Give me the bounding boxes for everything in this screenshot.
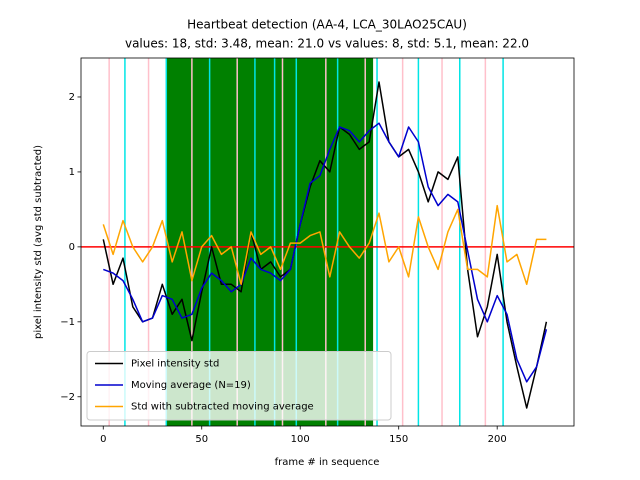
- y-tick-label: 0: [69, 242, 75, 253]
- x-tick-label: 100: [291, 434, 310, 445]
- legend-label: Std with subtracted moving average: [131, 402, 314, 413]
- y-tick-label: 2: [69, 92, 75, 103]
- x-tick-label: 0: [100, 434, 106, 445]
- series-line: [102, 81, 548, 409]
- chart-subtitle: values: 18, std: 3.48, mean: 21.0 vs val…: [125, 37, 529, 51]
- y-axis-label: pixel intensity std (avg std subtracted): [33, 145, 44, 339]
- x-tick-label: 200: [488, 434, 507, 445]
- legend-label: Pixel intensity std: [131, 359, 219, 370]
- y-tick-label: −1: [60, 317, 75, 328]
- axes: 0 50 100 150 200 −2 −1 0 1 2 Pixel intensity std Mo…: [60, 57, 575, 445]
- series-line: [102, 204, 547, 286]
- x-axis-label: frame # in sequence: [275, 457, 380, 468]
- legend-box: [86, 351, 392, 421]
- y-tick-label: 1: [69, 167, 75, 178]
- x-tick-label: 150: [389, 434, 408, 445]
- y-tick-label: −2: [60, 392, 75, 403]
- x-tick-label: 50: [195, 434, 208, 445]
- axes-frame: [80, 57, 575, 427]
- legend-label: Moving average (N=19): [131, 380, 251, 391]
- chart-title: Heartbeat detection (AA-4, LCA_30LAO25CA…: [187, 18, 467, 32]
- series-line: [103, 122, 548, 383]
